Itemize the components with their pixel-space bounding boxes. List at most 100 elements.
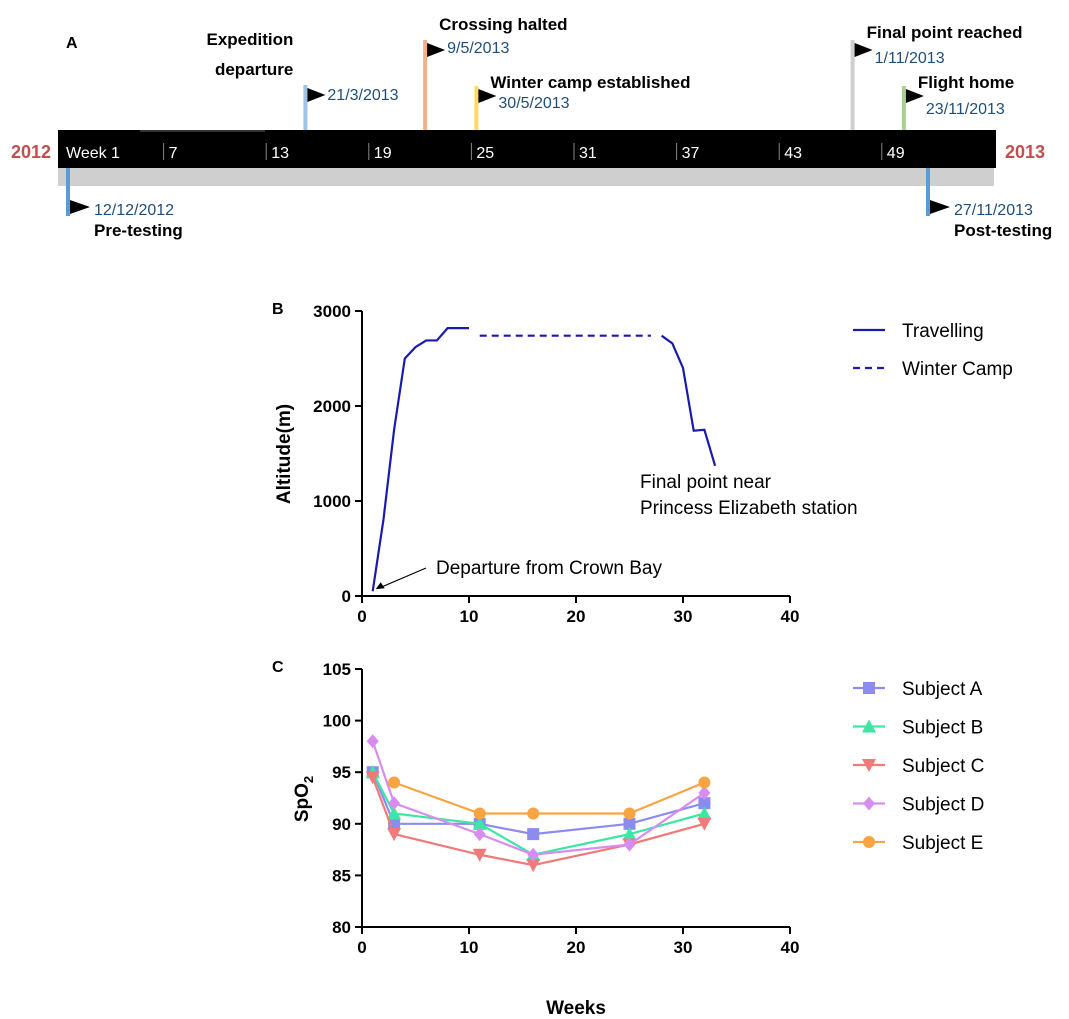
flag-icon xyxy=(905,89,924,103)
x-tick-label: 30 xyxy=(674,938,693,957)
panel-c-letter: C xyxy=(272,659,284,676)
series-group xyxy=(366,766,711,841)
week-label: 19 xyxy=(374,145,392,162)
week-label: 7 xyxy=(169,145,178,162)
altitude-legend: Travelling Winter Camp xyxy=(853,321,1013,380)
y-tick-label: 95 xyxy=(332,763,351,782)
timeline-bar xyxy=(58,130,996,168)
data-point xyxy=(698,776,711,789)
timeline-shadow xyxy=(58,168,994,186)
events-above: Expedition departure 21/3/2013 Crossing hal… xyxy=(206,15,1022,130)
flag-icon xyxy=(307,88,326,102)
panel-a-letter: A xyxy=(66,35,78,52)
series-line xyxy=(371,771,705,856)
series-line xyxy=(393,781,705,815)
altitude-annotations: Departure from Crown Bay Final point near… xyxy=(375,472,858,590)
legend-label: Winter Camp xyxy=(902,359,1013,380)
year-end-label: 2013 xyxy=(1005,142,1045,162)
event-title: Post-testing xyxy=(954,221,1052,240)
event-title: Final point reached xyxy=(867,23,1023,42)
timeline-test-event: 12/12/2012 Pre-testing xyxy=(66,168,183,240)
timeline-event: Winter camp established 30/5/2013 xyxy=(474,73,691,130)
legend-marker xyxy=(862,759,876,772)
altitude-axes: 0 1000 2000 3000 0 10 20 30 40 Altitude(m) xyxy=(274,302,799,626)
annotation-text: Final point near xyxy=(640,472,772,493)
data-point xyxy=(472,816,487,830)
event-date: 9/5/2013 xyxy=(447,40,509,57)
event-date: 27/11/2013 xyxy=(954,202,1033,219)
events-below: 12/12/2012 Pre-testing 27/11/2013 Post-test… xyxy=(66,168,1052,240)
timeline-event: Expedition departure 21/3/2013 xyxy=(206,30,399,130)
event-pole xyxy=(303,85,308,130)
y-tick-label: 0 xyxy=(342,587,351,606)
event-pole xyxy=(850,40,855,130)
data-point xyxy=(526,859,541,873)
event-pole xyxy=(926,168,930,216)
data-point xyxy=(622,827,637,841)
y-tick-label: 2000 xyxy=(313,397,351,416)
x-axis-title: Weeks xyxy=(546,998,606,1019)
series-group xyxy=(365,771,712,873)
y-tick-label: 90 xyxy=(332,815,351,834)
flag-icon xyxy=(70,200,90,214)
arrow-head xyxy=(375,582,385,590)
event-date: 21/3/2013 xyxy=(327,87,398,104)
week-label: Week 1 xyxy=(66,145,120,162)
event-date: 12/12/2012 xyxy=(94,202,174,219)
y-axis-title: Altitude(m) xyxy=(274,404,295,504)
event-pole xyxy=(66,168,70,216)
data-point xyxy=(697,806,712,820)
data-point xyxy=(387,806,402,820)
x-tick-label: 0 xyxy=(357,607,366,626)
x-tick-label: 0 xyxy=(357,938,366,957)
event-title: departure xyxy=(215,60,293,79)
annotation-text: Departure from Crown Bay xyxy=(436,558,662,579)
flag-icon xyxy=(478,89,497,103)
week-label: 13 xyxy=(271,145,289,162)
series-line xyxy=(660,334,717,467)
series-group xyxy=(366,734,711,862)
data-point xyxy=(623,837,636,852)
data-point xyxy=(366,734,379,749)
x-tick-label: 20 xyxy=(567,607,586,626)
event-pole xyxy=(423,40,428,130)
event-pole xyxy=(901,86,906,130)
legend-label: Subject A xyxy=(902,679,983,700)
data-point xyxy=(698,785,711,800)
spo2-panel: C 80 85 90 95 100 105 0 10 20 30 40 Weeks SpO2 Subje… xyxy=(272,659,984,1019)
y-tick-label: 105 xyxy=(323,660,351,679)
x-tick-label: 20 xyxy=(567,938,586,957)
x-tick-label: 10 xyxy=(460,938,479,957)
week-label: 43 xyxy=(784,145,802,162)
y-tick-label: 1000 xyxy=(313,492,351,511)
event-date: 23/11/2013 xyxy=(926,101,1005,118)
y-tick-label: 85 xyxy=(332,866,351,885)
data-point xyxy=(387,828,402,842)
data-point xyxy=(388,796,401,811)
timeline-event: Crossing halted 9/5/2013 xyxy=(423,15,568,130)
legend-label: Travelling xyxy=(902,321,984,342)
altitude-lines xyxy=(371,327,717,592)
legend-marker xyxy=(863,796,875,811)
data-point xyxy=(527,807,540,820)
panel-b-letter: B xyxy=(272,301,284,318)
timeline-panel: A 2012 2013 Week 1 7 13 19 25 31 37 43 49 Expedi… xyxy=(11,15,1052,240)
event-pole xyxy=(474,86,479,130)
legend-marker xyxy=(862,719,876,733)
series-group xyxy=(388,776,711,820)
x-tick-label: 30 xyxy=(674,607,693,626)
data-point xyxy=(698,797,711,810)
event-title: Crossing halted xyxy=(439,15,567,34)
flag-icon xyxy=(427,43,446,57)
data-point xyxy=(472,848,487,862)
y-tick-label: 3000 xyxy=(313,302,351,321)
data-point xyxy=(623,817,636,830)
timeline-event: Flight home 23/11/2013 xyxy=(901,73,1014,130)
data-point xyxy=(527,847,540,862)
annotation-text: Princess Elizabeth station xyxy=(640,498,858,519)
flag-icon xyxy=(930,200,950,214)
event-date: 30/5/2013 xyxy=(498,95,569,112)
data-point xyxy=(473,807,486,820)
timeline-event: Final point reached 1/11/2013 xyxy=(850,23,1023,130)
